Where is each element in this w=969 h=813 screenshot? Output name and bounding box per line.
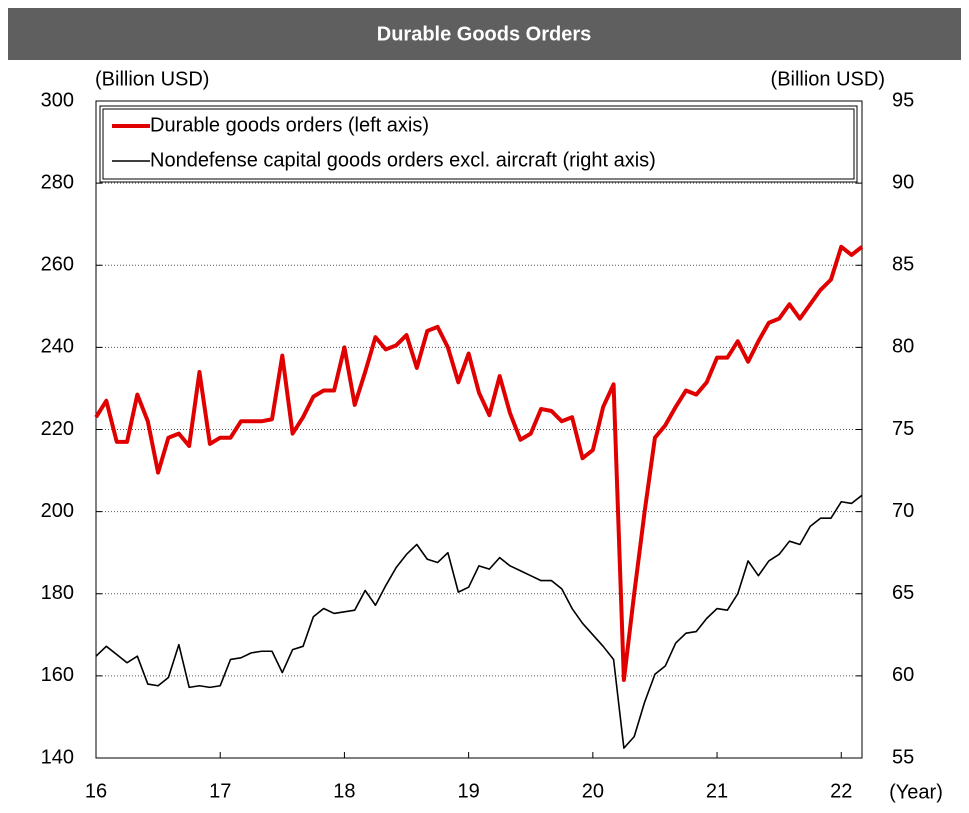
- y-tick-label: 180: [41, 582, 74, 604]
- x-tick-label: 22: [830, 780, 852, 802]
- y2-tick-label: 75: [892, 418, 914, 440]
- y2-tick-label: 55: [892, 746, 914, 768]
- y2-tick-label: 60: [892, 664, 914, 686]
- y2-tick-label: 80: [892, 336, 914, 358]
- y2-tick-label: 85: [892, 254, 914, 276]
- y-axis-label: (Billion USD): [95, 68, 209, 90]
- legend-label: Nondefense capital goods orders excl. ai…: [150, 149, 656, 171]
- x-tick-label: 21: [706, 780, 728, 802]
- x-axis-label: (Year): [889, 781, 943, 803]
- chart-title: Durable Goods Orders: [377, 23, 592, 45]
- y-tick-label: 140: [41, 746, 74, 768]
- x-tick-label: 17: [209, 780, 231, 802]
- line-series: [96, 495, 862, 748]
- y2-tick-label: 90: [892, 171, 914, 193]
- x-tick-label: 16: [85, 780, 107, 802]
- y2-tick-label: 95: [892, 89, 914, 111]
- x-tick-label: 18: [333, 780, 355, 802]
- line-series: [96, 247, 862, 680]
- y-tick-label: 280: [41, 171, 74, 193]
- y-tick-label: 200: [41, 500, 74, 522]
- x-tick-label: 19: [458, 780, 480, 802]
- y2-axis-label: (Billion USD): [771, 68, 885, 90]
- chart: Durable Goods Orders (Billion USD) (Bill…: [0, 0, 969, 813]
- y-tick-label: 160: [41, 664, 74, 686]
- y-tick-label: 240: [41, 336, 74, 358]
- y2-tick-label: 65: [892, 582, 914, 604]
- y2-tick-label: 70: [892, 500, 914, 522]
- y-tick-label: 300: [41, 89, 74, 111]
- y-tick-label: 220: [41, 418, 74, 440]
- legend-label: Durable goods orders (left axis): [150, 114, 429, 136]
- y-tick-label: 260: [41, 254, 74, 276]
- x-tick-label: 20: [582, 780, 604, 802]
